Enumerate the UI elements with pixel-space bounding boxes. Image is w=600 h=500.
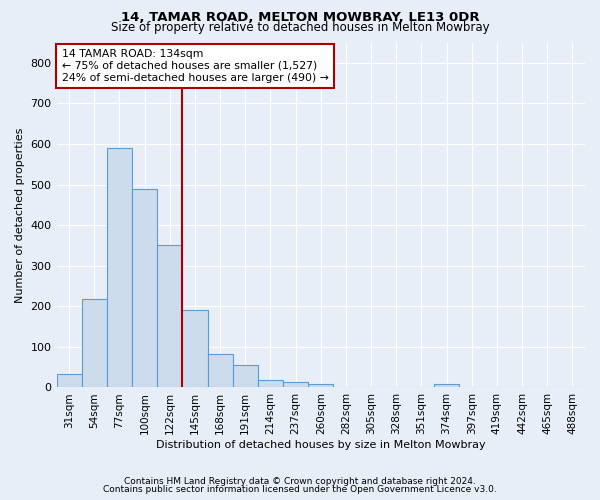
Bar: [132, 188, 157, 388]
Bar: [182, 310, 208, 388]
Bar: [107, 148, 132, 388]
Text: Contains public sector information licensed under the Open Government Licence v3: Contains public sector information licen…: [103, 484, 497, 494]
Y-axis label: Number of detached properties: Number of detached properties: [15, 128, 25, 302]
Bar: [157, 246, 182, 388]
Text: Contains HM Land Registry data © Crown copyright and database right 2024.: Contains HM Land Registry data © Crown c…: [124, 477, 476, 486]
Bar: [283, 382, 308, 388]
X-axis label: Distribution of detached houses by size in Melton Mowbray: Distribution of detached houses by size …: [156, 440, 485, 450]
Bar: [308, 384, 334, 388]
Text: 14, TAMAR ROAD, MELTON MOWBRAY, LE13 0DR: 14, TAMAR ROAD, MELTON MOWBRAY, LE13 0DR: [121, 11, 479, 24]
Bar: [258, 380, 283, 388]
Text: 14 TAMAR ROAD: 134sqm
← 75% of detached houses are smaller (1,527)
24% of semi-d: 14 TAMAR ROAD: 134sqm ← 75% of detached …: [62, 50, 329, 82]
Text: Size of property relative to detached houses in Melton Mowbray: Size of property relative to detached ho…: [110, 22, 490, 35]
Bar: [434, 384, 459, 388]
Bar: [56, 374, 82, 388]
Bar: [233, 365, 258, 388]
Bar: [82, 299, 107, 388]
Bar: [208, 354, 233, 388]
